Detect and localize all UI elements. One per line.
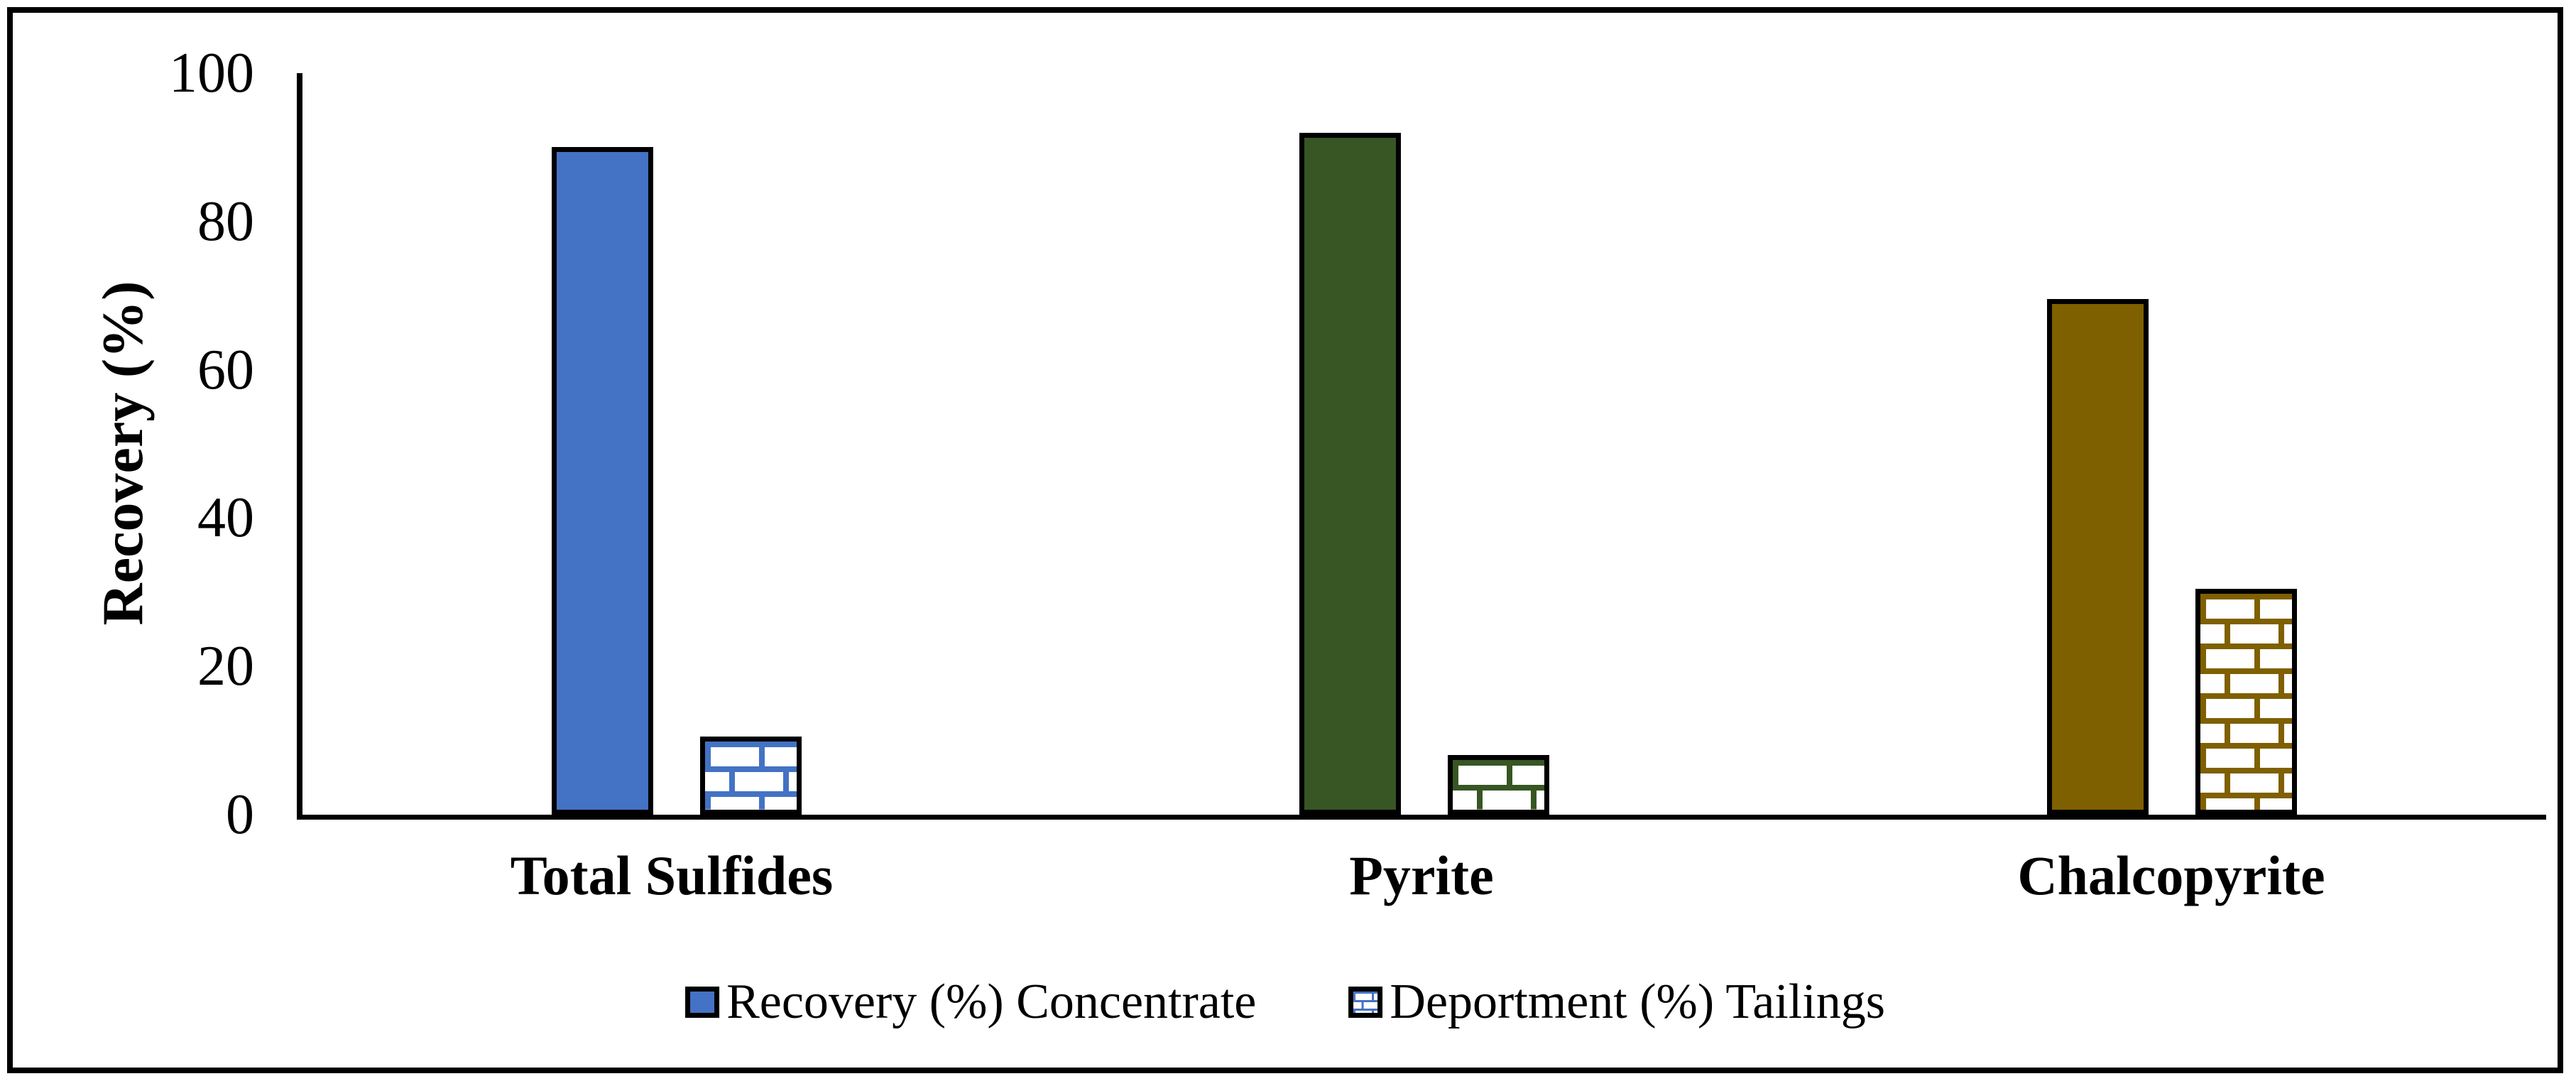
brick-pattern [1353, 992, 1378, 1013]
brick-pattern [2200, 593, 2293, 810]
bar-group-chalcopyrite [2047, 73, 2298, 815]
category-label-chalcopyrite: Chalcopyrite [2017, 845, 2325, 906]
legend-marker-tailings [1348, 987, 1383, 1018]
y-tick-label: 40 [197, 487, 254, 550]
bar-group-pyrite [1299, 73, 1549, 815]
y-tick-label: 20 [197, 635, 254, 698]
chart-frame: Recovery (%) 0 20 40 60 80 100 Total Sulfides… [7, 7, 2563, 1073]
bar-tailings [1448, 755, 1549, 815]
category-label-pyrite: Pyrite [1349, 845, 1494, 906]
bar-tailings [2195, 588, 2298, 815]
legend-item-concentrate: Recovery (%) Concentrate [685, 977, 1256, 1027]
legend-label-tailings: Deportment (%) Tailings [1390, 974, 1885, 1029]
legend-label-concentrate: Recovery (%) Concentrate [726, 974, 1257, 1029]
legend-marker-concentrate [685, 987, 720, 1018]
category-label-total-sulfides: Total Sulfides [510, 845, 834, 906]
brick-pattern [1453, 760, 1544, 810]
y-axis-tick-labels: 0 20 40 60 80 100 [13, 45, 254, 843]
y-tick-label: 0 [226, 783, 254, 846]
bar-group-total-sulfides [551, 73, 802, 815]
x-axis-category-labels: Total Sulfides Pyrite Chalcopyrite [297, 848, 2546, 926]
brick-pattern [704, 742, 797, 810]
y-tick-label: 60 [197, 338, 254, 401]
bar-tailings [699, 737, 802, 815]
y-tick-label: 80 [197, 190, 254, 253]
bar-concentrate [1299, 132, 1401, 815]
bar-concentrate [2047, 299, 2149, 815]
y-tick-label: 100 [169, 42, 254, 104]
plot-area [297, 73, 2546, 820]
legend-item-tailings: Deportment (%) Tailings [1348, 977, 1885, 1027]
bar-concentrate [551, 147, 653, 815]
chart-legend: Recovery (%) Concentrate Deportment (%) … [685, 977, 1885, 1027]
